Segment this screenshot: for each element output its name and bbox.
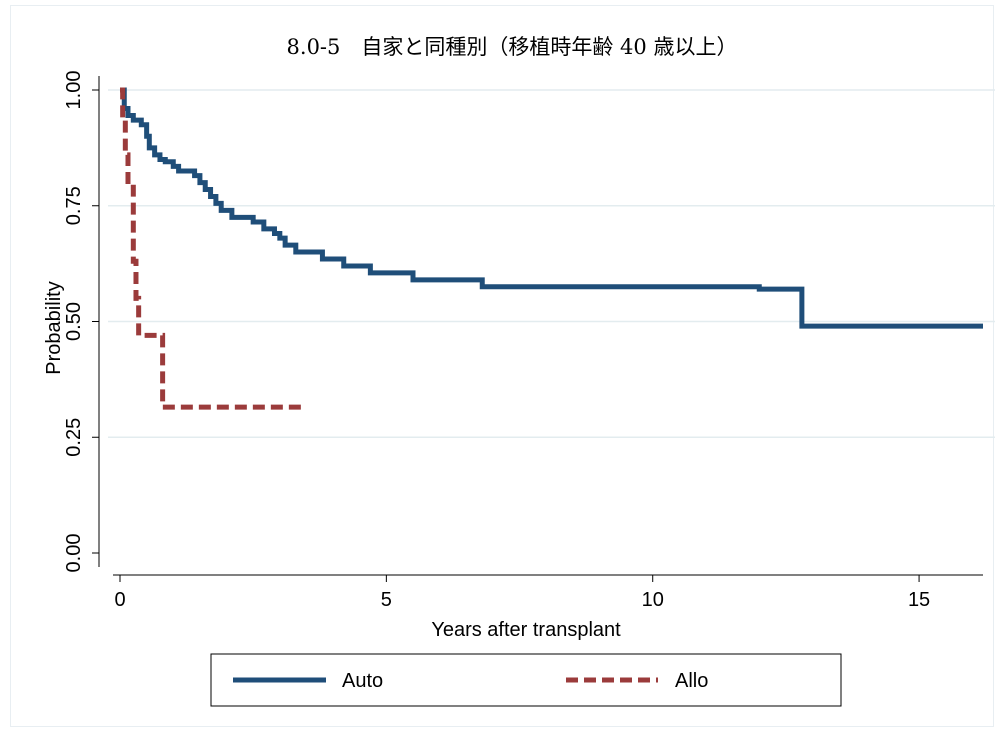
legend-label-allo: Allo	[675, 670, 708, 692]
chart-frame	[10, 5, 994, 727]
x-tick-label-2: 10	[642, 589, 664, 611]
chart-title: 8.0-5 自家と同種別（移植時年齢 40 歳以上）	[287, 35, 738, 59]
series-line-auto	[120, 87, 983, 329]
x-tick-label-3: 15	[908, 589, 930, 611]
x-tick-label-0: 0	[114, 589, 125, 611]
series-layer	[120, 87, 983, 410]
y-tick-label-2: 0.50	[63, 302, 85, 341]
legend: Auto Allo	[210, 653, 842, 707]
y-axis-label: Probability	[43, 281, 65, 374]
axes: 0.00 0.25 0.50 0.75 1.00 0 5 10 15	[63, 71, 983, 611]
gridlines	[108, 89, 995, 438]
legend-label-auto: Auto	[342, 670, 383, 692]
x-axis-label: Years after transplant	[431, 619, 621, 641]
y-tick-label-1: 0.25	[63, 418, 85, 457]
y-tick-label-4: 1.00	[63, 71, 85, 110]
x-tick-label-1: 5	[381, 589, 392, 611]
series-line-allo	[120, 87, 302, 410]
y-tick-label-0: 0.00	[63, 534, 85, 573]
y-tick-label-3: 0.75	[63, 186, 85, 225]
